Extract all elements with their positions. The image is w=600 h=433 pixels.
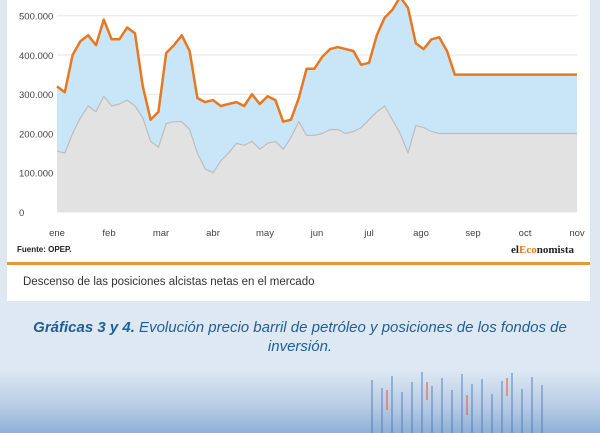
y-tick-label-0: 0 [19, 208, 24, 219]
series-0-line [56, 0, 577, 123]
brand-suffix: nomista [536, 244, 574, 256]
x-tick-label-6: jul [363, 228, 374, 239]
x-tick-label-9: oct [519, 228, 532, 239]
brand-logo: elEconomista [511, 244, 574, 256]
x-tick-label-8: sep [465, 228, 480, 239]
x-tick-label-7: ago [413, 228, 429, 239]
chart-source: Fuente: OPEP. [17, 245, 72, 254]
x-tick-label-2: mar [153, 228, 169, 239]
brand-prefix: el [511, 244, 519, 256]
caption-text: Evolución precio barril de petróleo y po… [134, 319, 567, 355]
x-tick-label-0: ene [49, 228, 65, 239]
figure-caption: Gráficas 3 y 4. Evolución precio barril … [0, 318, 600, 356]
background-decoration [0, 370, 600, 433]
y-tick-label-2: 200.000 [19, 129, 53, 140]
y-tick-label-5: 500.000 [19, 12, 53, 23]
x-tick-label-5: jun [310, 228, 324, 239]
area-chart: 0 100.000 200.000 300.000 400.000 500.000 ene f… [19, 0, 585, 239]
x-tick-label-1: feb [102, 228, 115, 239]
series-1-line [56, 95, 577, 174]
x-tick-label-4: may [256, 228, 274, 239]
series-1-area [57, 96, 577, 212]
x-tick-label-10: nov [569, 228, 585, 239]
y-tick-label-1: 100.000 [19, 169, 53, 180]
chart-subtitle: Descenso de las posiciones alcistas neta… [23, 276, 315, 288]
caption-label: Gráficas 3 y 4. [33, 319, 135, 336]
divider-rule [7, 262, 590, 265]
y-tick-label-3: 300.000 [19, 90, 53, 101]
chart-card: 0 100.000 200.000 300.000 400.000 500.000 ene f… [7, 0, 590, 301]
y-tick-label-4: 400.000 [19, 51, 53, 62]
x-tick-label-3: abr [206, 228, 220, 239]
brand-highlight: Eco [518, 244, 537, 256]
decorative-bars [371, 372, 543, 433]
